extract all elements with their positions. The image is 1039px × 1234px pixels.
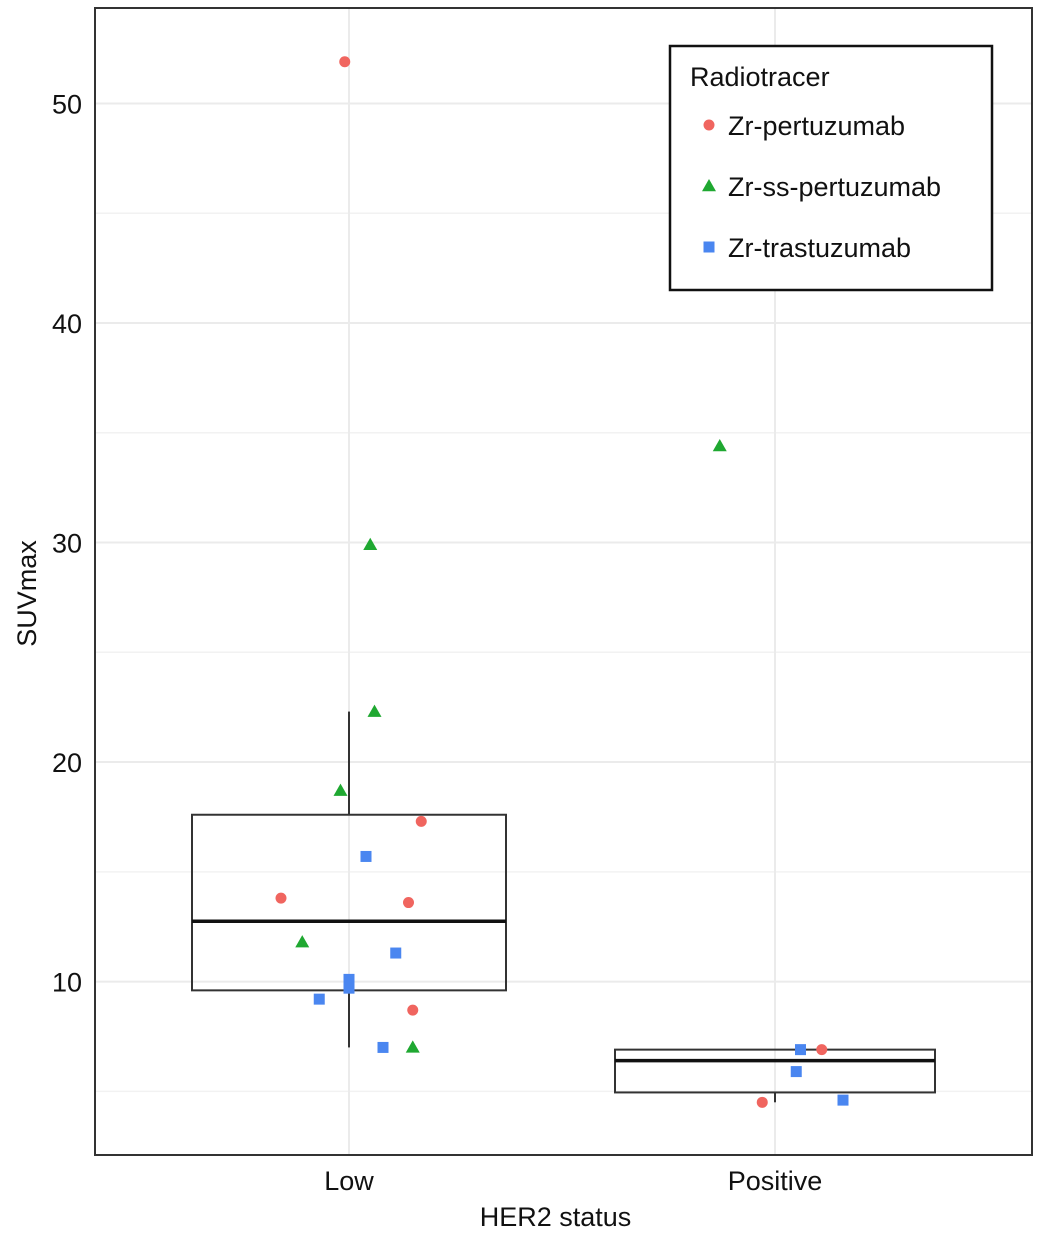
data-point bbox=[343, 982, 355, 994]
y-tick-label: 40 bbox=[52, 309, 82, 339]
data-point bbox=[390, 947, 402, 959]
data-point bbox=[403, 897, 414, 909]
y-tick-label: 50 bbox=[52, 89, 82, 119]
data-point bbox=[407, 1004, 419, 1016]
legend-key-circle-icon bbox=[703, 119, 715, 131]
legend-entry: Zr-trastuzumab bbox=[703, 233, 911, 263]
data-point bbox=[360, 850, 372, 862]
boxplot-positive bbox=[614, 1048, 936, 1103]
legend-label: Zr-pertuzumab bbox=[728, 111, 905, 141]
data-point bbox=[295, 935, 310, 948]
boxplot-low bbox=[191, 711, 507, 1048]
minor-gridlines bbox=[95, 212, 1032, 1093]
data-points bbox=[275, 56, 849, 1108]
data-point bbox=[275, 892, 287, 904]
x-tick-label: Positive bbox=[728, 1166, 823, 1196]
data-point bbox=[795, 1044, 806, 1056]
data-point bbox=[816, 1044, 828, 1056]
data-point bbox=[405, 1040, 420, 1053]
legend-box bbox=[668, 44, 994, 292]
data-point bbox=[333, 783, 348, 796]
data-point bbox=[790, 1066, 802, 1078]
data-point bbox=[363, 537, 378, 550]
y-axis-ticks: 10 20 30 40 50 bbox=[52, 89, 82, 997]
boxplots bbox=[191, 711, 936, 1103]
legend-label: Zr-trastuzumab bbox=[728, 233, 911, 263]
box bbox=[614, 1048, 936, 1094]
legend-key-square-icon bbox=[703, 241, 715, 253]
legend-label: Zr-ss-pertuzumab bbox=[728, 172, 941, 202]
legend-title: Radiotracer bbox=[690, 62, 830, 92]
data-point bbox=[712, 438, 727, 452]
y-tick-label: 20 bbox=[52, 748, 82, 778]
legend-entries: Zr-pertuzumab Zr-ss-pertuzumab Zr-trastuzu… bbox=[702, 111, 941, 263]
data-point bbox=[377, 1041, 389, 1053]
data-point bbox=[313, 993, 325, 1005]
legend-key-triangle-icon bbox=[702, 179, 716, 192]
data-point bbox=[837, 1094, 849, 1106]
legend-entry: Zr-ss-pertuzumab bbox=[702, 172, 941, 202]
x-tick-label: Low bbox=[324, 1166, 374, 1196]
legend: Radiotracer Zr-pertuzumab Zr-ss-pertuzuma… bbox=[668, 44, 994, 292]
data-point bbox=[343, 973, 355, 985]
legend-entry: Zr-pertuzumab bbox=[703, 111, 905, 141]
data-point bbox=[415, 815, 427, 827]
y-tick-label: 30 bbox=[52, 529, 82, 559]
y-axis-title: SUVmax bbox=[12, 540, 42, 647]
data-point bbox=[756, 1096, 768, 1108]
plot-panel-border bbox=[94, 7, 1033, 1156]
series-zr-trastuzumab bbox=[313, 850, 849, 1106]
data-point bbox=[339, 56, 351, 68]
x-axis-ticks: Low Positive bbox=[324, 1166, 822, 1196]
x-axis-title: HER2 status bbox=[480, 1202, 632, 1232]
series-zr-pertuzumab bbox=[275, 56, 828, 1108]
data-point bbox=[367, 704, 382, 717]
y-tick-label: 10 bbox=[52, 968, 82, 998]
series-zr-ss-pertuzumab bbox=[295, 438, 727, 1053]
